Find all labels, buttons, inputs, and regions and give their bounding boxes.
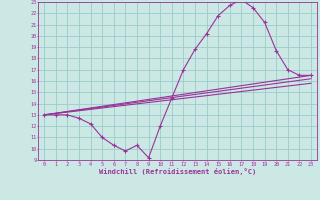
X-axis label: Windchill (Refroidissement éolien,°C): Windchill (Refroidissement éolien,°C) xyxy=(99,168,256,175)
